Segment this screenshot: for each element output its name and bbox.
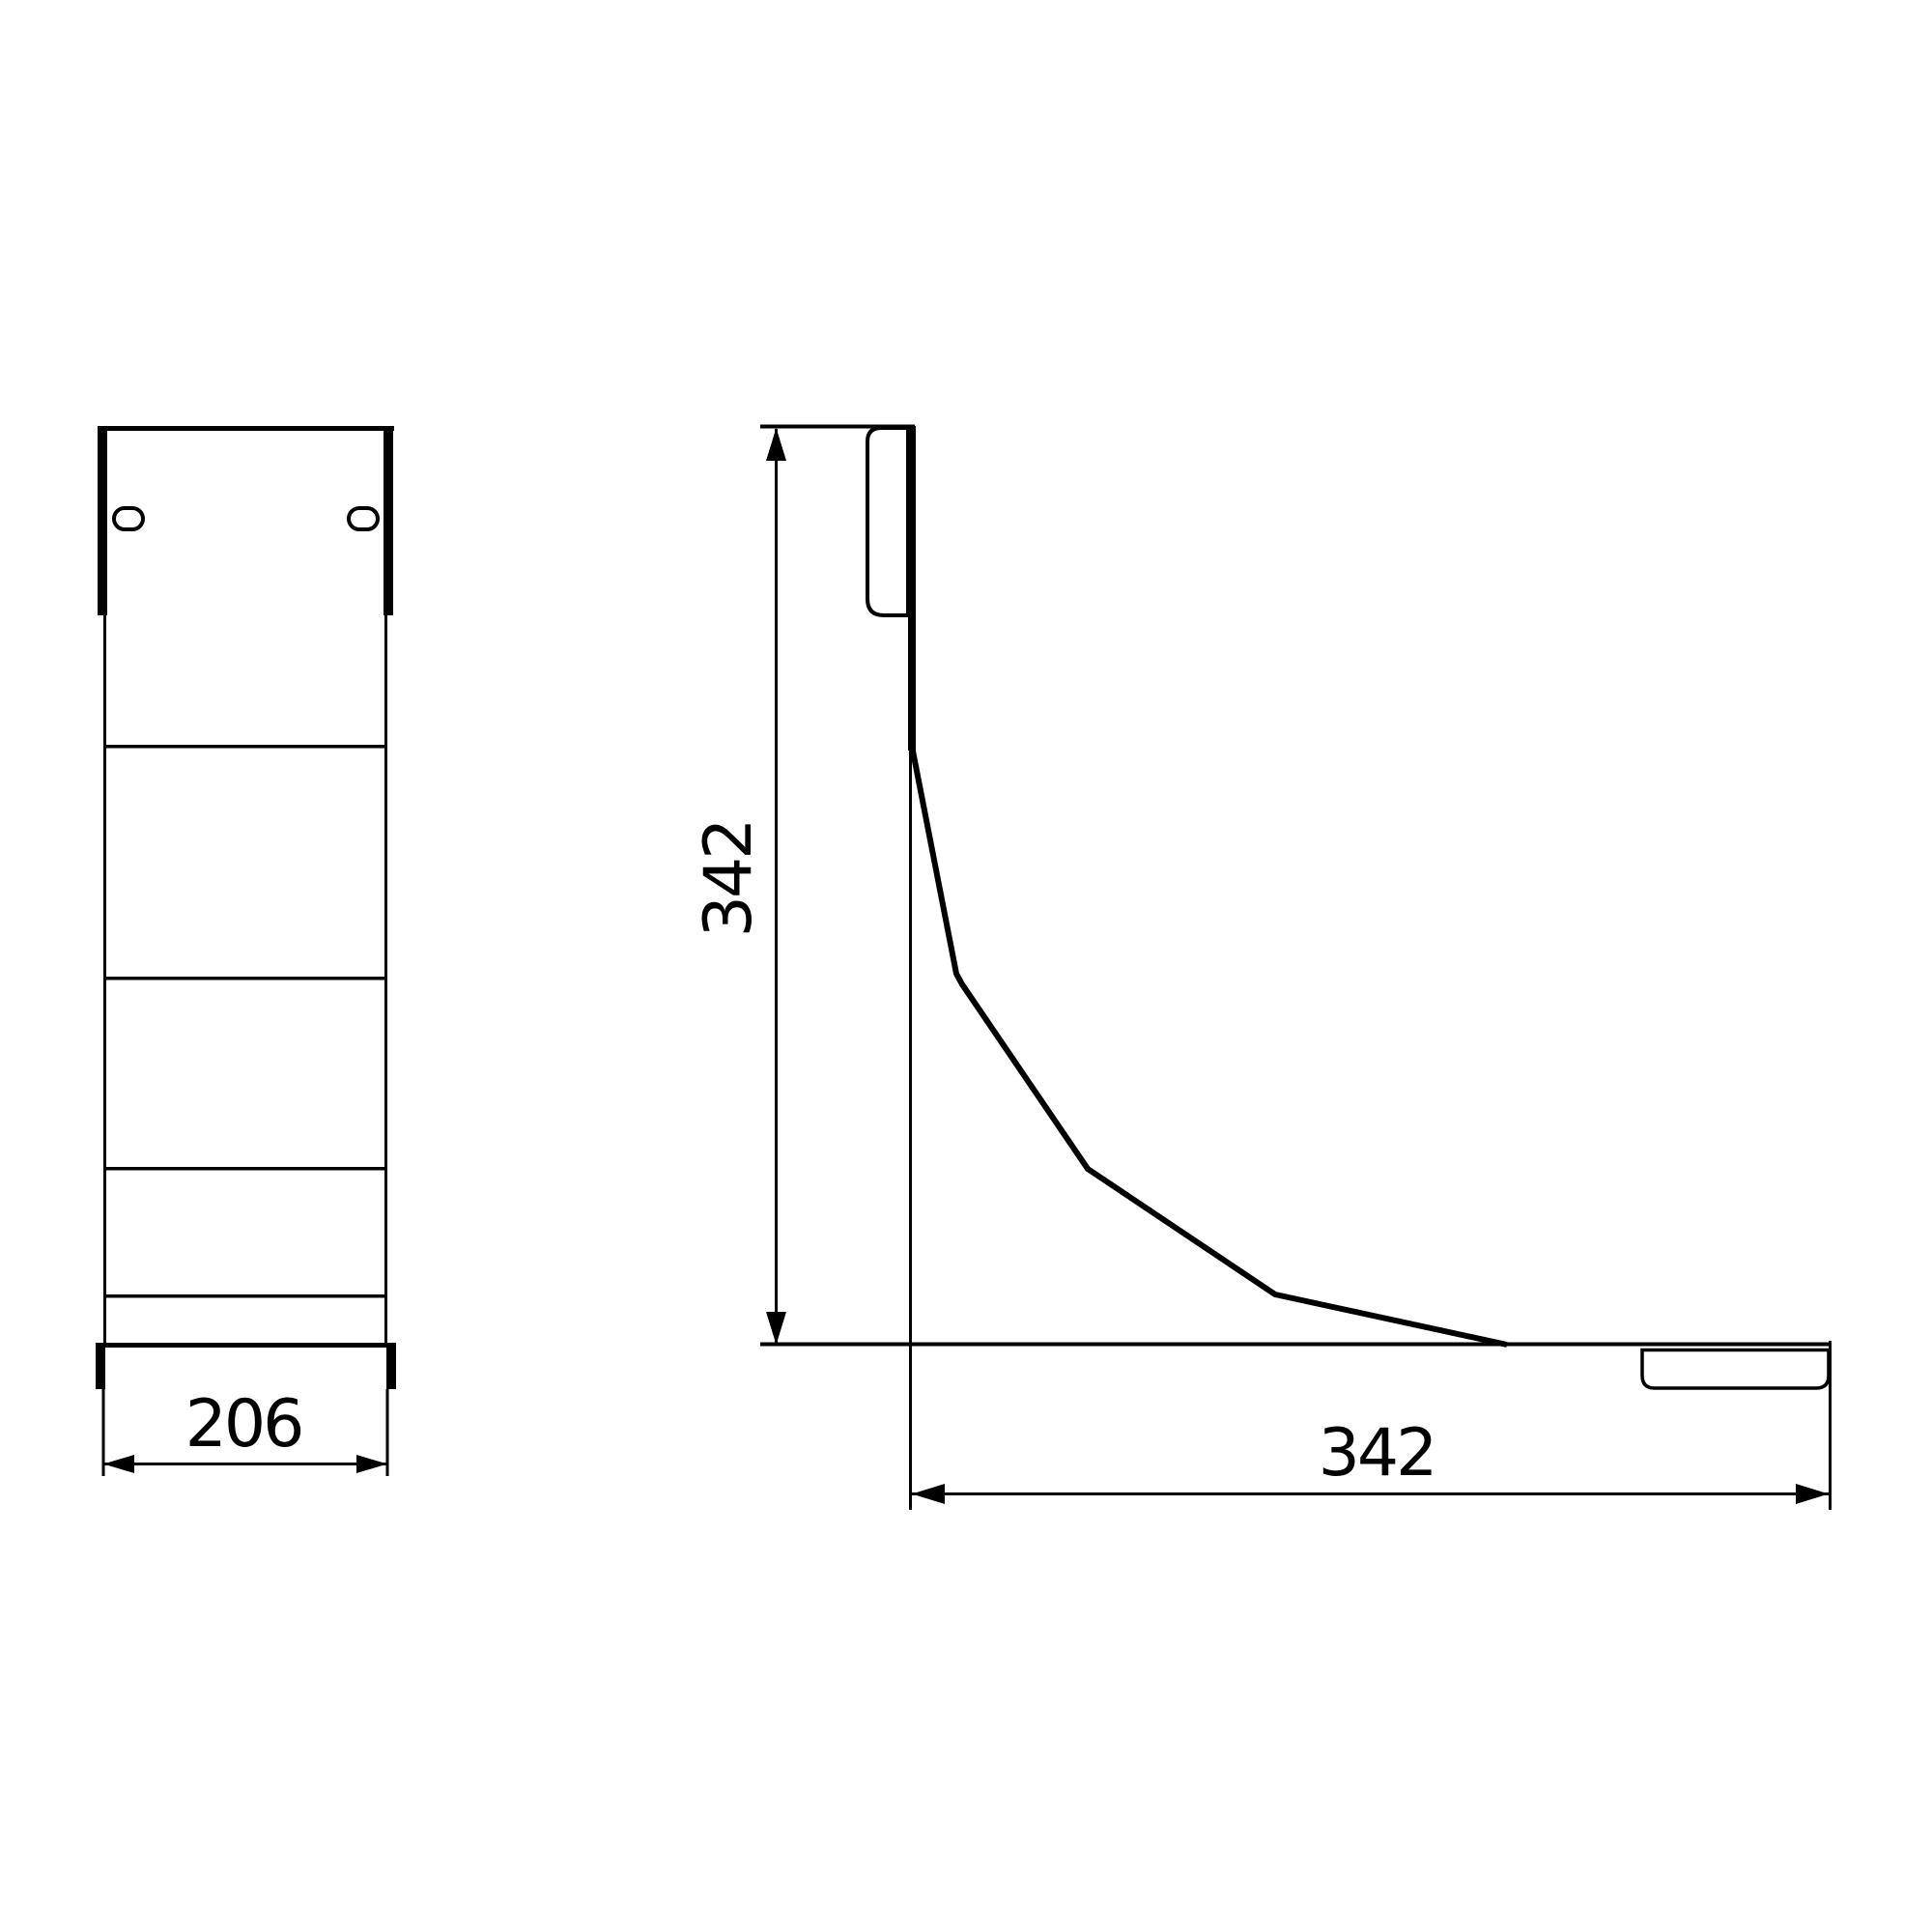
side-upper-tab-right-edge (906, 428, 909, 615)
side-depth-dim-line (912, 1492, 1829, 1495)
front-bottom-right-flange (386, 1343, 396, 1389)
side-depth-arrow-left (912, 1484, 945, 1504)
side-height-label: 342 (691, 821, 767, 938)
side-height-dimension: 342 (691, 428, 786, 1345)
front-dim-line (103, 1463, 387, 1465)
front-left-edge (103, 426, 106, 1345)
side-height-dim-line (775, 429, 778, 1344)
front-top-left-flange (98, 426, 107, 615)
front-view: 206 (96, 426, 396, 1476)
side-depth-dimension: 342 (912, 1415, 1829, 1504)
front-bend-line-3 (104, 1167, 386, 1171)
side-depth-arrow-right (1796, 1484, 1829, 1504)
front-ext-line-left (101, 1389, 105, 1476)
side-upper-tab (866, 426, 913, 617)
front-top-right-flange (384, 426, 393, 615)
front-dim-arrow-right (356, 1455, 387, 1473)
side-shelf-edge (760, 1342, 1832, 1347)
front-bottom-left-flange (96, 1343, 105, 1389)
side-back-plate (908, 426, 916, 751)
front-bottom-edge (96, 1343, 396, 1348)
front-bend-line-4 (104, 1294, 386, 1298)
front-width-dimension: 206 (103, 1386, 387, 1473)
side-top-edge (760, 424, 915, 429)
side-height-arrow-down (766, 1312, 786, 1345)
front-ext-line-right (385, 1389, 389, 1476)
front-width-label: 206 (185, 1386, 302, 1463)
side-lower-tab (1640, 1348, 1831, 1390)
side-back-edge-line (909, 751, 912, 1510)
side-view: 342 342 (691, 424, 1832, 1510)
front-dim-arrow-left (103, 1455, 134, 1473)
side-gusset-curve (909, 748, 1508, 1348)
front-bend-line-2 (104, 977, 386, 980)
mounting-slot-right (347, 506, 380, 531)
side-depth-label: 342 (1319, 1415, 1435, 1492)
side-height-arrow-up (766, 428, 786, 461)
front-bend-line-1 (104, 745, 386, 749)
side-ext-line-right (1829, 1341, 1832, 1510)
front-top-edge (98, 426, 394, 431)
front-right-edge (384, 426, 387, 1345)
mounting-slot-left (112, 506, 145, 531)
